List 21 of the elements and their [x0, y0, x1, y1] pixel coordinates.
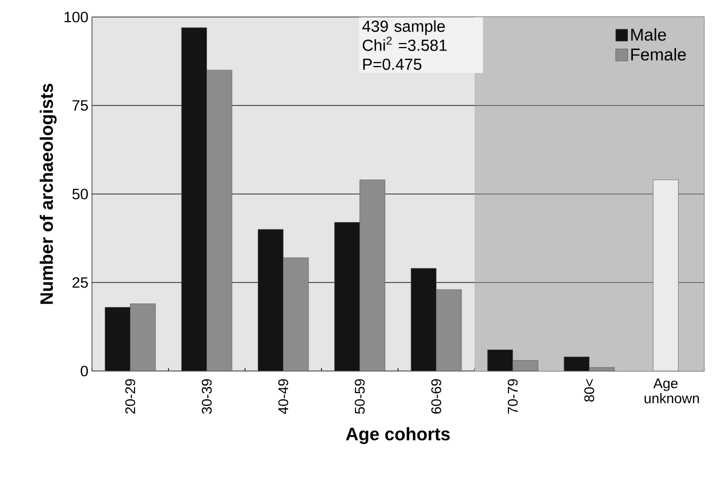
y-tick-label: 75 [72, 100, 88, 111]
x-tick-label: 80< [584, 379, 594, 402]
x-tick-label: 40-49 [278, 379, 288, 414]
x-tick-label: 70-79 [508, 379, 518, 414]
y-tick-label: 0 [80, 366, 88, 376]
legend-label: Male [631, 28, 666, 41]
x-tick-label: Age unknown [644, 378, 699, 404]
annotation: P=0.475 [363, 58, 422, 70]
x-axis-title: Age cohorts [346, 427, 450, 444]
y-tick-label: 25 [72, 277, 88, 288]
annotation: Chi$^{2}$ =3.581 [362, 36, 447, 51]
x-tick-label: 30-39 [202, 379, 212, 414]
y-tick-label: 100 [64, 12, 88, 22]
y-axis-title: Number of archaeologists [40, 84, 57, 304]
x-tick-label: 20-29 [125, 379, 136, 414]
bar [652, 180, 679, 372]
legend-label: Female [631, 48, 686, 61]
annotation: 439 sample [362, 20, 445, 36]
x-tick-label: 60-69 [431, 379, 442, 414]
y-tick-label: 50 [72, 188, 88, 200]
x-tick-label: 50-59 [354, 379, 365, 414]
